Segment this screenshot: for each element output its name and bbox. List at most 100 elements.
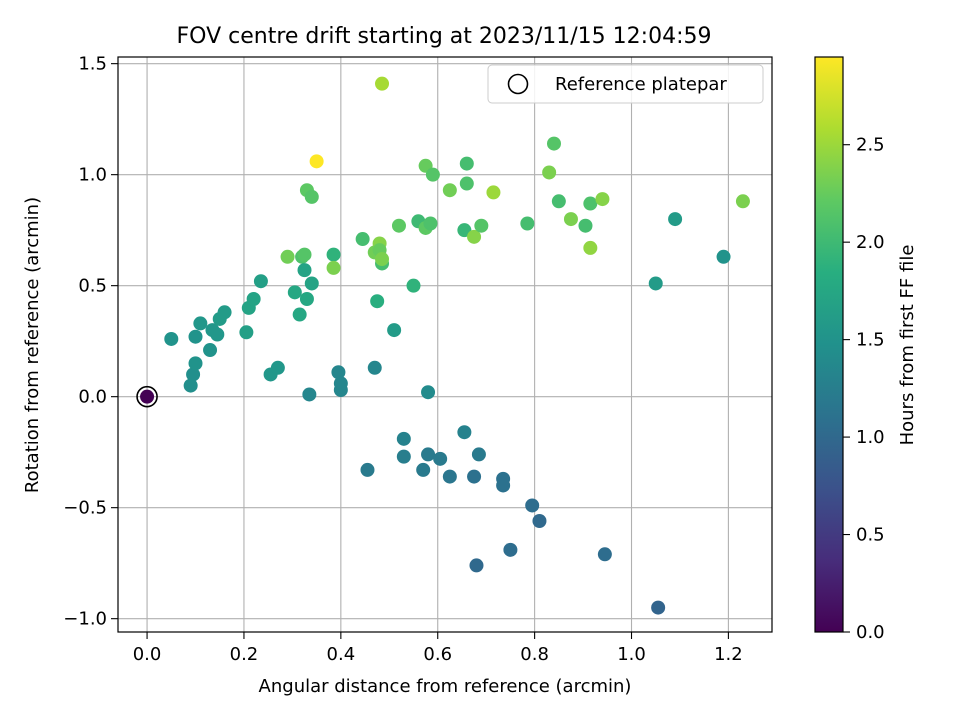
data-point: [471, 447, 486, 462]
data-point: [203, 343, 218, 358]
chart-title: FOV centre drift starting at 2023/11/15 …: [177, 24, 712, 49]
data-point: [542, 165, 557, 180]
data-point: [467, 229, 482, 244]
data-point: [583, 196, 598, 211]
y-axis-ticks: −1.0 −0.5 0.0 0.5 1.0 1.5: [63, 54, 118, 630]
data-point: [474, 218, 489, 233]
data-point: [525, 498, 540, 513]
data-point: [280, 249, 295, 264]
data-point: [716, 249, 731, 264]
data-point: [459, 176, 474, 191]
grid-lines: [118, 57, 772, 632]
data-point: [188, 356, 203, 371]
data-point: [304, 189, 319, 204]
data-point: [583, 240, 598, 255]
colorbar: [815, 57, 843, 632]
data-point: [597, 547, 612, 562]
y-tick-label: 0.0: [78, 387, 107, 408]
x-tick-label: 1.2: [714, 644, 743, 665]
data-point: [297, 263, 312, 278]
data-point: [387, 323, 402, 338]
colorbar-tick-label: 0.0: [856, 622, 885, 643]
x-tick-label: 0.8: [520, 644, 549, 665]
data-point: [421, 447, 436, 462]
data-point: [421, 385, 436, 400]
x-tick-label: 0.6: [423, 644, 452, 665]
y-tick-label: 1.0: [78, 165, 107, 186]
data-point: [183, 378, 198, 393]
data-point: [217, 305, 232, 320]
data-point: [423, 216, 438, 231]
data-point: [433, 451, 448, 466]
data-point: [396, 431, 411, 446]
y-axis-label: Rotation from reference (arcmin): [22, 197, 43, 493]
data-point: [360, 462, 375, 477]
x-tick-label: 0.2: [230, 644, 259, 665]
data-point: [503, 542, 518, 557]
data-point: [270, 360, 285, 375]
data-point: [496, 478, 511, 493]
data-point: [299, 291, 314, 306]
data-point: [396, 449, 411, 464]
reference-point: [136, 385, 158, 408]
data-point: [164, 331, 179, 346]
data-point: [486, 185, 501, 200]
data-point: [331, 365, 346, 380]
legend-marker: [507, 73, 529, 95]
y-tick-label: −0.5: [63, 498, 107, 519]
data-point: [210, 327, 225, 342]
legend: Reference platepar: [487, 64, 764, 104]
data-point: [416, 462, 431, 477]
legend-label: Reference platepar: [555, 74, 727, 95]
data-point: [326, 260, 341, 275]
data-point: [326, 247, 341, 262]
colorbar-tick-label: 2.5: [856, 135, 885, 156]
x-tick-label: 0.4: [327, 644, 356, 665]
data-point: [367, 360, 382, 375]
data-point: [193, 316, 208, 331]
y-tick-label: −1.0: [63, 609, 107, 630]
x-axis-ticks: 0.0 0.2 0.4 0.6 0.8 1.0 1.2: [133, 632, 743, 665]
y-tick-label: 0.5: [78, 276, 107, 297]
data-point: [370, 294, 385, 309]
data-point: [648, 276, 663, 291]
x-tick-label: 1.0: [617, 644, 646, 665]
data-point: [188, 329, 203, 344]
data-point: [442, 469, 457, 484]
colorbar-ticks: 0.0 0.5 1.0 1.5 2.0 2.5: [843, 135, 885, 643]
data-point: [551, 194, 566, 209]
legend-box: [487, 64, 764, 104]
data-point: [333, 376, 348, 391]
data-point: [391, 218, 406, 233]
x-tick-label: 0.0: [133, 644, 162, 665]
colorbar-frame: [814, 56, 844, 633]
data-point: [406, 278, 421, 293]
data-point: [375, 252, 390, 267]
data-point: [239, 325, 254, 340]
data-point: [304, 276, 319, 291]
data-point: [425, 167, 440, 182]
plot-frame: [117, 56, 773, 633]
data-point: [563, 212, 578, 227]
data-point: [668, 212, 683, 227]
data-points: [164, 76, 750, 615]
data-point: [302, 387, 317, 402]
colorbar-label: Hours from first FF file: [897, 245, 918, 446]
data-point: [292, 307, 307, 322]
data-point: [467, 469, 482, 484]
data-point: [186, 367, 201, 382]
data-point: [253, 274, 268, 289]
data-point: [532, 513, 547, 528]
data-point: [309, 154, 324, 169]
x-axis-label: Angular distance from reference (arcmin): [259, 676, 632, 697]
colorbar-tick-label: 2.0: [856, 232, 885, 253]
data-point: [469, 558, 484, 573]
reference-point-marker: [140, 389, 155, 404]
colorbar-tick-label: 1.5: [856, 330, 885, 351]
data-point: [442, 183, 457, 198]
data-point: [297, 247, 312, 262]
data-point: [651, 600, 666, 615]
data-point: [735, 194, 750, 209]
data-point: [355, 232, 370, 247]
